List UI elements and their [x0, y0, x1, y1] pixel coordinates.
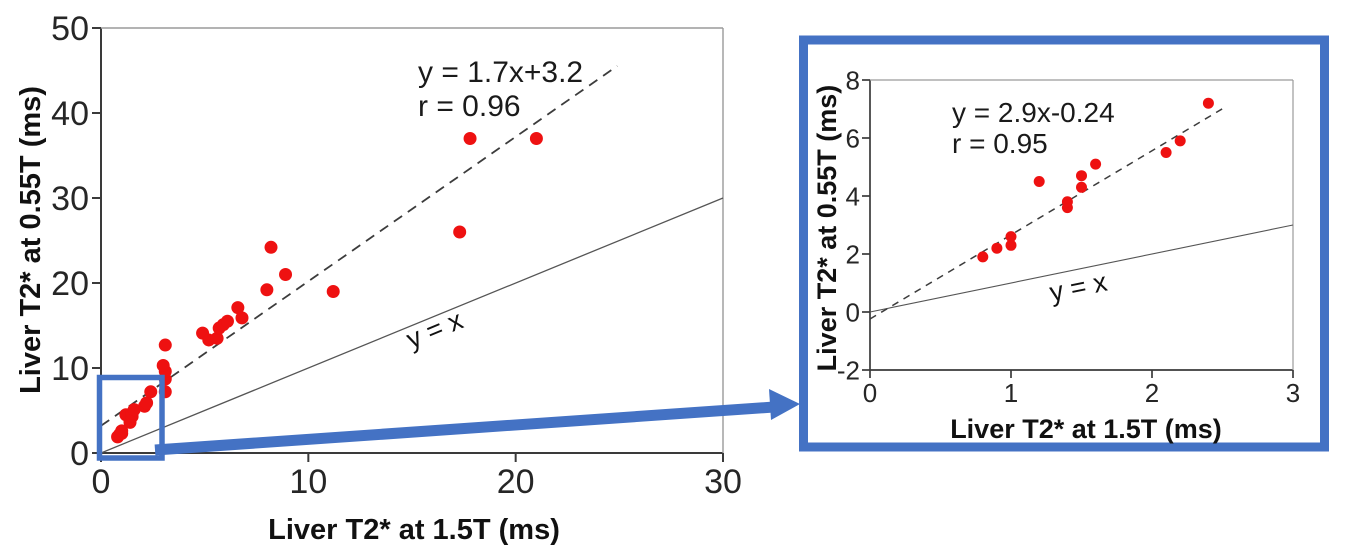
data-point [235, 311, 249, 325]
y-tick-label: 8 [846, 65, 860, 95]
data-point [463, 132, 477, 145]
data-point [1174, 135, 1186, 147]
data-point [1061, 196, 1073, 208]
data-point [140, 396, 154, 410]
data-point [144, 385, 158, 399]
y-tick-label: 10 [51, 350, 89, 388]
inset-fit-r-value: r = 0.95 [952, 128, 1048, 159]
y-tick-label: 50 [51, 10, 89, 48]
data-point [1202, 97, 1214, 109]
data-point [977, 251, 989, 263]
fit-line [100, 65, 618, 427]
x-tick-label: 0 [92, 463, 111, 501]
main-plot-area: 0 10 20 30 0 10 20 30 40 50 [51, 10, 742, 501]
main-chart: 0 10 20 30 0 10 20 30 40 50 Liver T2* at 0.55T (m… [15, 10, 742, 546]
zoom-arrow [154, 389, 800, 456]
y-tick-label: 6 [846, 123, 860, 153]
data-point [231, 301, 245, 315]
data-point [1033, 176, 1045, 187]
data-point [1160, 147, 1172, 158]
y-tick-label: 2 [846, 239, 860, 269]
inset-y-axis-label: Liver T2* at 0.55T (ms) [812, 85, 842, 372]
data-point [210, 331, 224, 345]
zoom-region-box [96, 374, 165, 461]
y-tick-label: 0 [846, 297, 860, 327]
x-tick-label: 3 [1286, 378, 1300, 408]
inset-border-frame [799, 35, 1329, 452]
identity-line [869, 224, 1294, 313]
inset-fit-equation: y = 2.9x-0.24 [952, 97, 1115, 128]
data-point [127, 403, 141, 417]
main-x-axis-label: Liver T2* at 1.5T (ms) [268, 514, 560, 546]
inset-x-axis-label: Liver T2* at 1.5T (ms) [950, 414, 1222, 444]
data-point [991, 242, 1003, 254]
y-tick-label: 0 [70, 435, 89, 473]
data-point [1090, 158, 1102, 170]
y-tick-label: 30 [51, 180, 89, 218]
x-tick-label: 30 [704, 463, 742, 501]
data-point [326, 285, 340, 298]
data-point [1005, 231, 1017, 243]
x-tick-label: 0 [863, 378, 877, 408]
identity-line [100, 197, 724, 454]
x-tick-label: 1 [1004, 378, 1018, 408]
data-point [220, 314, 234, 328]
y-tick-label: 20 [51, 265, 89, 303]
data-point [279, 268, 293, 281]
data-point [1005, 239, 1017, 251]
main-identity-line-label: y = x [402, 305, 467, 355]
x-tick-label: 20 [497, 463, 535, 501]
fit-line [869, 108, 1223, 320]
main-fit-equation: y = 1.7x+3.2 [418, 56, 583, 89]
zoom-arrow-head-icon [769, 389, 800, 420]
data-point [156, 358, 170, 372]
data-point [260, 283, 274, 297]
x-tick-label: 10 [289, 463, 327, 501]
data-point [158, 338, 172, 352]
main-y-axis-label: Liver T2* at 0.55T (ms) [15, 86, 47, 394]
y-tick-label: 40 [51, 95, 89, 133]
data-point [1076, 181, 1087, 193]
main-fit-r-value: r = 0.96 [418, 90, 521, 123]
y-tick-label: 4 [846, 181, 860, 211]
data-point [453, 225, 467, 239]
y-tick-label: -2 [837, 355, 860, 385]
x-tick-label: 2 [1145, 378, 1159, 408]
data-point [264, 240, 278, 254]
data-point [115, 424, 129, 438]
data-point [529, 132, 543, 145]
data-point [1076, 170, 1087, 182]
zoom-arrow-shaft [154, 401, 775, 456]
